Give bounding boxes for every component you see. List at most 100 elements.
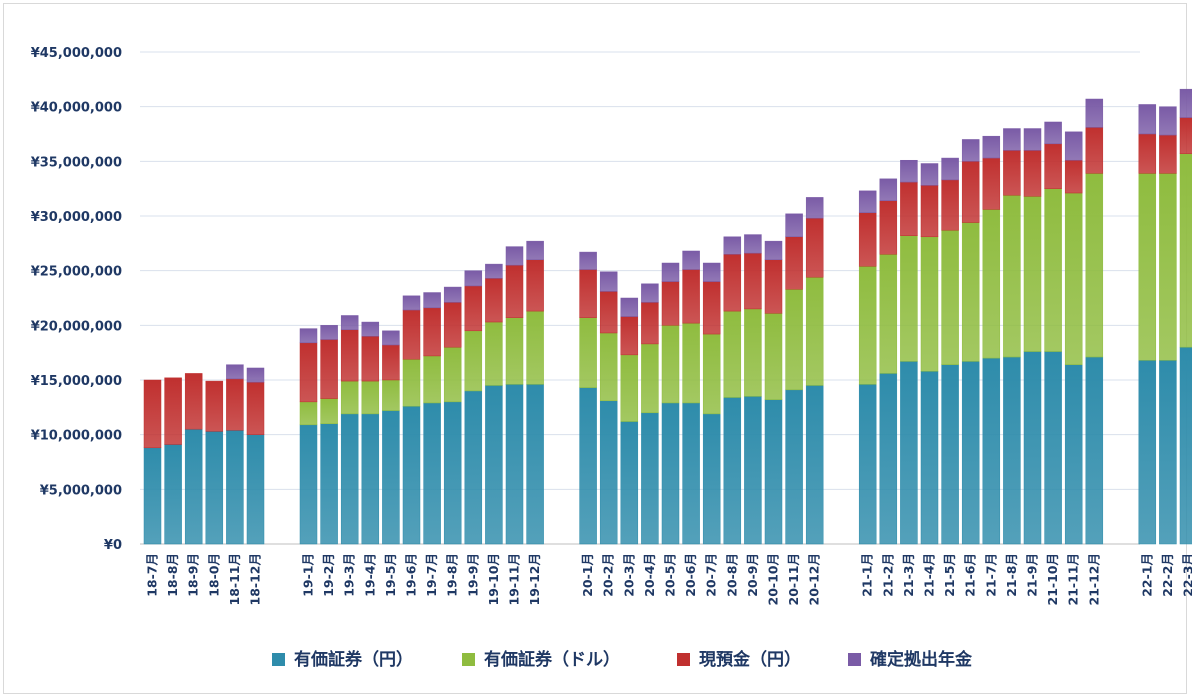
y-tick-label: ¥10,000,000 <box>31 429 122 444</box>
bar-segment <box>620 354 639 422</box>
bar-segment <box>982 357 1001 545</box>
bar-segment <box>464 330 483 392</box>
bar-segment <box>982 209 1001 359</box>
x-tick-label: 18-8月 <box>165 553 180 597</box>
bar-segment <box>361 336 380 382</box>
bar-segment <box>402 405 421 545</box>
legend-swatch <box>462 653 475 666</box>
bar-segment <box>920 236 939 372</box>
bar-segment <box>1138 133 1157 174</box>
bar-segment <box>1064 131 1083 161</box>
bar-segment <box>702 281 721 335</box>
x-tick-label: 19-8月 <box>445 553 460 597</box>
x-tick-label: 20-11月 <box>786 553 801 605</box>
bar-segment <box>1044 121 1062 145</box>
bar-segment <box>879 200 898 255</box>
x-tick-label: 21-6月 <box>963 553 978 597</box>
x-tick-label: 18-11月 <box>227 553 242 605</box>
bar-segment <box>361 321 380 337</box>
bar-segment <box>641 283 659 303</box>
x-tick-label: 22-2月 <box>1160 553 1175 597</box>
bar-segment <box>900 181 918 236</box>
bar-segment <box>599 332 618 402</box>
bar-segment <box>579 251 597 270</box>
bar-segment <box>443 401 462 545</box>
bar-segment <box>464 285 483 332</box>
legend-swatch <box>677 653 690 666</box>
bar-segment <box>464 390 483 545</box>
bar-segment <box>961 222 980 362</box>
bar-segment <box>682 250 700 270</box>
bar-segment <box>1023 128 1042 151</box>
bar-segment <box>858 212 877 267</box>
bar-segment <box>361 413 380 545</box>
bar-segment <box>505 384 524 545</box>
bar-segment <box>505 246 524 266</box>
bar-segment <box>941 157 959 181</box>
x-tick-label: 20-10月 <box>766 553 781 605</box>
bar-segment <box>1064 159 1083 194</box>
bar-segment <box>723 397 742 545</box>
bar-segment <box>661 325 680 404</box>
bar-segment <box>858 190 877 213</box>
bar-segment <box>1138 173 1157 361</box>
bar-segment <box>423 355 441 404</box>
bar-segment <box>526 384 544 545</box>
bar-segment <box>579 269 597 318</box>
y-tick-label: ¥15,000,000 <box>31 374 122 389</box>
bar-segment <box>1044 188 1062 352</box>
x-tick-label: 21-11月 <box>1066 553 1081 605</box>
x-tick-label: 20-3月 <box>621 553 636 597</box>
bar-segment <box>661 281 680 326</box>
y-tick-label: ¥45,000,000 <box>31 46 122 61</box>
x-tick-label: 18-12月 <box>248 553 263 605</box>
bar-segment <box>764 240 783 260</box>
x-tick-label: 18-9月 <box>186 553 201 597</box>
bar-segment <box>423 292 441 309</box>
legend-label: 有価証券（ドル） <box>484 649 620 670</box>
bar-segment <box>402 309 421 360</box>
bar-segment <box>320 325 338 340</box>
bar-segment <box>1003 150 1021 196</box>
bar-segment <box>1159 360 1177 545</box>
bar-segment <box>184 428 203 545</box>
bar-segment <box>526 310 544 385</box>
bar-segment <box>184 373 203 430</box>
bar-segment <box>879 254 898 374</box>
bar-segment <box>1003 194 1021 358</box>
bar-segment <box>961 139 980 162</box>
bar-segment <box>879 373 898 545</box>
bar-segment <box>879 178 898 201</box>
bar-segment <box>382 330 400 346</box>
bar-segment <box>805 385 824 545</box>
bar-segment <box>641 343 659 414</box>
x-tick-label: 20-2月 <box>601 553 616 597</box>
x-tick-label: 19-2月 <box>321 553 336 597</box>
y-tick-label: ¥30,000,000 <box>31 210 122 225</box>
y-tick-label: ¥0 <box>104 538 122 553</box>
x-tick-label: 20-4月 <box>642 553 657 597</box>
bar-segment <box>744 252 762 310</box>
x-tick-label: 19-7月 <box>424 553 439 597</box>
x-tick-label: 21-7月 <box>983 553 998 597</box>
x-tick-label: 21-10月 <box>1045 553 1060 605</box>
x-tick-label: 21-8月 <box>1004 553 1019 597</box>
bar-segment <box>299 424 318 545</box>
x-tick-label: 20-1月 <box>580 553 595 597</box>
bar-segment <box>941 364 959 545</box>
x-tick-label: 18-0月 <box>206 553 221 597</box>
x-tick-label: 20-6月 <box>683 553 698 597</box>
bar-segment <box>920 371 939 545</box>
bar-segment <box>900 159 918 183</box>
bar-segment <box>1179 88 1192 118</box>
bar-segment <box>858 384 877 545</box>
bar-segment <box>702 262 721 282</box>
bar-segment <box>961 361 980 545</box>
bar-segment <box>982 135 1001 159</box>
bar-segment <box>1044 351 1062 545</box>
bar-segment <box>443 286 462 303</box>
y-tick-label: ¥25,000,000 <box>31 265 122 280</box>
bar-segment <box>205 380 224 432</box>
bar-segment <box>805 276 824 386</box>
bar-segment <box>723 254 742 312</box>
